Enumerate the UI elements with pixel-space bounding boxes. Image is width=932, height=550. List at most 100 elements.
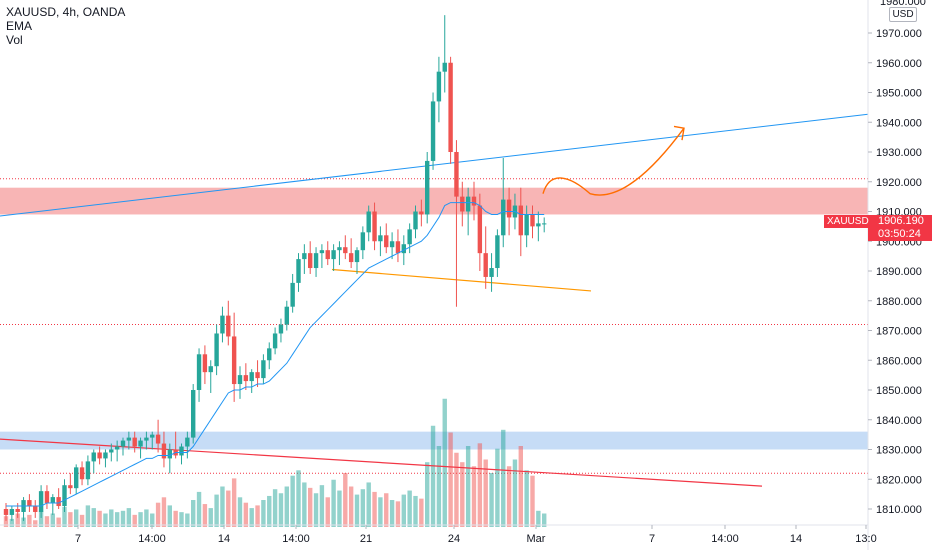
candle-body <box>284 306 289 325</box>
volume-bar <box>319 485 325 527</box>
volume-bar <box>501 429 506 527</box>
volume-bar <box>202 504 208 527</box>
candle-body <box>44 491 50 504</box>
candle-body <box>372 211 377 242</box>
candle-body <box>120 440 126 447</box>
volume-bar <box>3 516 9 527</box>
price-tick-label: 1850.000 <box>876 385 922 397</box>
volume-bar <box>97 510 102 527</box>
volume-bar <box>348 486 354 527</box>
volume-bar <box>103 513 108 527</box>
candle-body <box>495 235 500 269</box>
volume-bar <box>220 486 225 527</box>
volume-bar <box>284 486 289 527</box>
candle-body <box>208 366 213 373</box>
candle-body <box>79 467 85 480</box>
volume-bar <box>278 493 284 527</box>
volume-bar <box>542 513 547 527</box>
candle-body <box>68 485 73 489</box>
candle-body <box>331 250 336 260</box>
time-tick-label: 14 <box>218 533 230 545</box>
candle-body <box>366 211 371 233</box>
volume-bar <box>27 514 32 527</box>
candle-body <box>144 437 149 441</box>
volume-bar <box>50 513 55 527</box>
candle-body <box>448 62 453 152</box>
volume-bar <box>495 448 500 527</box>
candle-body <box>278 324 284 334</box>
volume-bar <box>38 510 44 527</box>
volume-bar <box>290 475 295 527</box>
volume-bar <box>448 432 453 527</box>
candle-body <box>267 348 272 361</box>
candle-body <box>33 506 38 512</box>
volume-bar <box>155 502 161 527</box>
volume-bar <box>536 510 541 527</box>
candle-body <box>126 437 132 441</box>
time-tick-label: 7 <box>649 533 655 545</box>
candle-body <box>348 253 354 263</box>
volume-bar <box>120 510 126 527</box>
time-tick-label: 13:0 <box>855 533 876 545</box>
candle-body <box>167 449 172 459</box>
volume-bar <box>366 482 371 527</box>
candle-body <box>132 437 137 447</box>
volume-bar <box>79 514 85 527</box>
volume-bar <box>85 505 91 527</box>
candle-body <box>313 253 319 269</box>
volume-bar <box>74 509 79 527</box>
candle-body <box>138 440 143 447</box>
volume-bar <box>465 446 471 527</box>
indicator-ema-label: EMA <box>6 19 33 33</box>
candle-body <box>56 497 61 507</box>
price-tick-label: 1860.000 <box>876 355 922 367</box>
symbol-title: XAUUSD, 4h, OANDA <box>6 5 126 19</box>
candle-body <box>401 244 406 254</box>
price-tick-label: 1950.000 <box>876 88 922 100</box>
volume-bar <box>407 490 412 527</box>
candle-body <box>343 247 348 254</box>
candle-body <box>103 452 108 459</box>
candle-body <box>91 452 96 462</box>
candle-body <box>360 232 366 251</box>
volume-bar <box>325 497 330 527</box>
price-tag-countdown: 03:50:24 <box>878 228 921 240</box>
price-tag-symbol: XAUUSD <box>824 215 872 228</box>
candle-body <box>296 259 301 283</box>
time-tick-label: 14:00 <box>138 533 166 545</box>
candle-body <box>384 235 389 248</box>
candle-body <box>249 372 254 382</box>
candle-body <box>524 214 529 236</box>
volume-bar <box>372 491 377 527</box>
candle-body <box>226 315 231 337</box>
price-tick-label: 1820.000 <box>876 474 922 486</box>
volume-bar <box>138 512 143 527</box>
candle-body <box>38 491 44 512</box>
candle-body <box>272 333 278 349</box>
chart-legend: XAUUSD, 4h, OANDA EMA Vol <box>6 5 125 47</box>
volume-bar <box>56 517 61 527</box>
volume-bar <box>114 512 120 527</box>
candle-body <box>325 250 330 260</box>
volume-bar <box>33 520 38 527</box>
forecast-arrow <box>542 127 685 196</box>
candle-body <box>290 282 295 307</box>
volume-bar <box>249 508 254 527</box>
volume-bar <box>425 462 430 527</box>
volume-bar <box>261 500 266 527</box>
candle-body <box>354 250 360 263</box>
volume-bar <box>302 482 307 527</box>
volume-bar <box>272 489 278 527</box>
orange-trendline <box>331 268 592 292</box>
candle-body <box>15 509 20 512</box>
candle-body <box>196 354 202 390</box>
volume-bar <box>173 510 178 527</box>
volume-bar <box>255 505 260 527</box>
volume-bar <box>360 489 366 527</box>
volume-bar <box>395 501 401 527</box>
candle-body <box>150 434 155 438</box>
blue-trendline <box>0 113 869 217</box>
currency-badge[interactable]: USD <box>889 7 917 22</box>
candle-body <box>27 500 32 507</box>
